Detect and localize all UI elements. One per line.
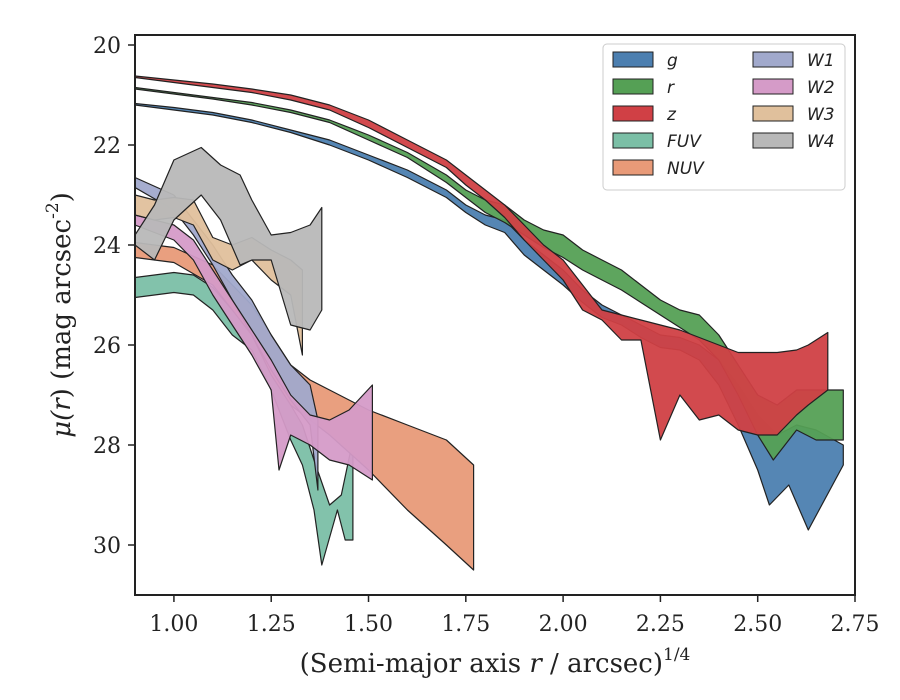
band-g [135,102,844,531]
legend-label: W2 [807,78,835,98]
y-axis-ticks: 20 22 24 26 28 30 [93,34,135,559]
x-tick-label: 1.50 [344,612,393,637]
x-tick-label: 2.25 [636,612,685,637]
legend-item-w4: W4 [752,132,835,152]
x-tick-label: 1.00 [149,612,198,637]
x-tick-label: 2.50 [733,612,782,637]
legend-item-w1: W1 [752,51,835,71]
legend-swatch [612,159,654,176]
legend-label: NUV [667,159,705,179]
x-axis-label: (Semi-major axis r / arcsec)1/4 [300,645,691,679]
legend-swatch [752,51,794,68]
data-bands [135,75,844,571]
plot-frame [134,34,856,596]
legend-swatch [612,78,654,95]
x-tick-label: 1.75 [441,612,490,637]
y-tick-label: 30 [93,534,121,559]
y-tick-label: 28 [93,434,121,459]
x-axis-ticks: 1.00 1.25 1.50 1.75 2.00 2.25 2.50 2.75 [149,595,879,637]
x-tick-label: 2.75 [831,612,880,637]
legend-label: W1 [807,51,835,71]
legend-item-r: r [612,78,675,98]
y-axis-label: μ(r) (mag arcsec-2) [43,192,77,438]
legend-swatch [612,132,654,149]
legend-item-w2: W2 [752,78,835,98]
legend-item-w3: W3 [752,105,835,125]
legend-swatch [752,78,794,95]
band-z [135,75,829,441]
legend-item-g: g [612,51,678,71]
legend-label: g [667,51,678,71]
x-tick-label: 2.00 [539,612,588,637]
legend-swatch [612,51,654,68]
legend-swatch [752,132,794,149]
y-axis-label-text: μ(r) (mag arcsec-2) [43,192,77,438]
legend: grz FUV NUV W1 W2 W3 W4 [602,43,846,191]
legend-item-z: z [612,105,677,125]
legend-label: z [666,105,677,125]
legend-item-fuv: FUV [612,132,702,152]
y-tick-label: 20 [93,34,121,59]
legend-item-nuv: NUV [612,159,705,179]
x-axis-label-text: (Semi-major axis r / arcsec)1/4 [300,645,691,679]
x-tick-label: 1.25 [247,612,296,637]
legend-label: W3 [807,105,835,125]
legend-swatch [752,105,794,122]
band-w4 [135,146,323,331]
legend-label: r [667,78,675,98]
legend-label: W4 [807,132,835,152]
y-tick-label: 26 [93,334,121,359]
y-tick-label: 24 [93,234,121,259]
legend-swatch [612,105,654,122]
legend-label: FUV [667,132,702,152]
y-tick-label: 22 [93,134,121,159]
band-w2 [135,214,373,481]
